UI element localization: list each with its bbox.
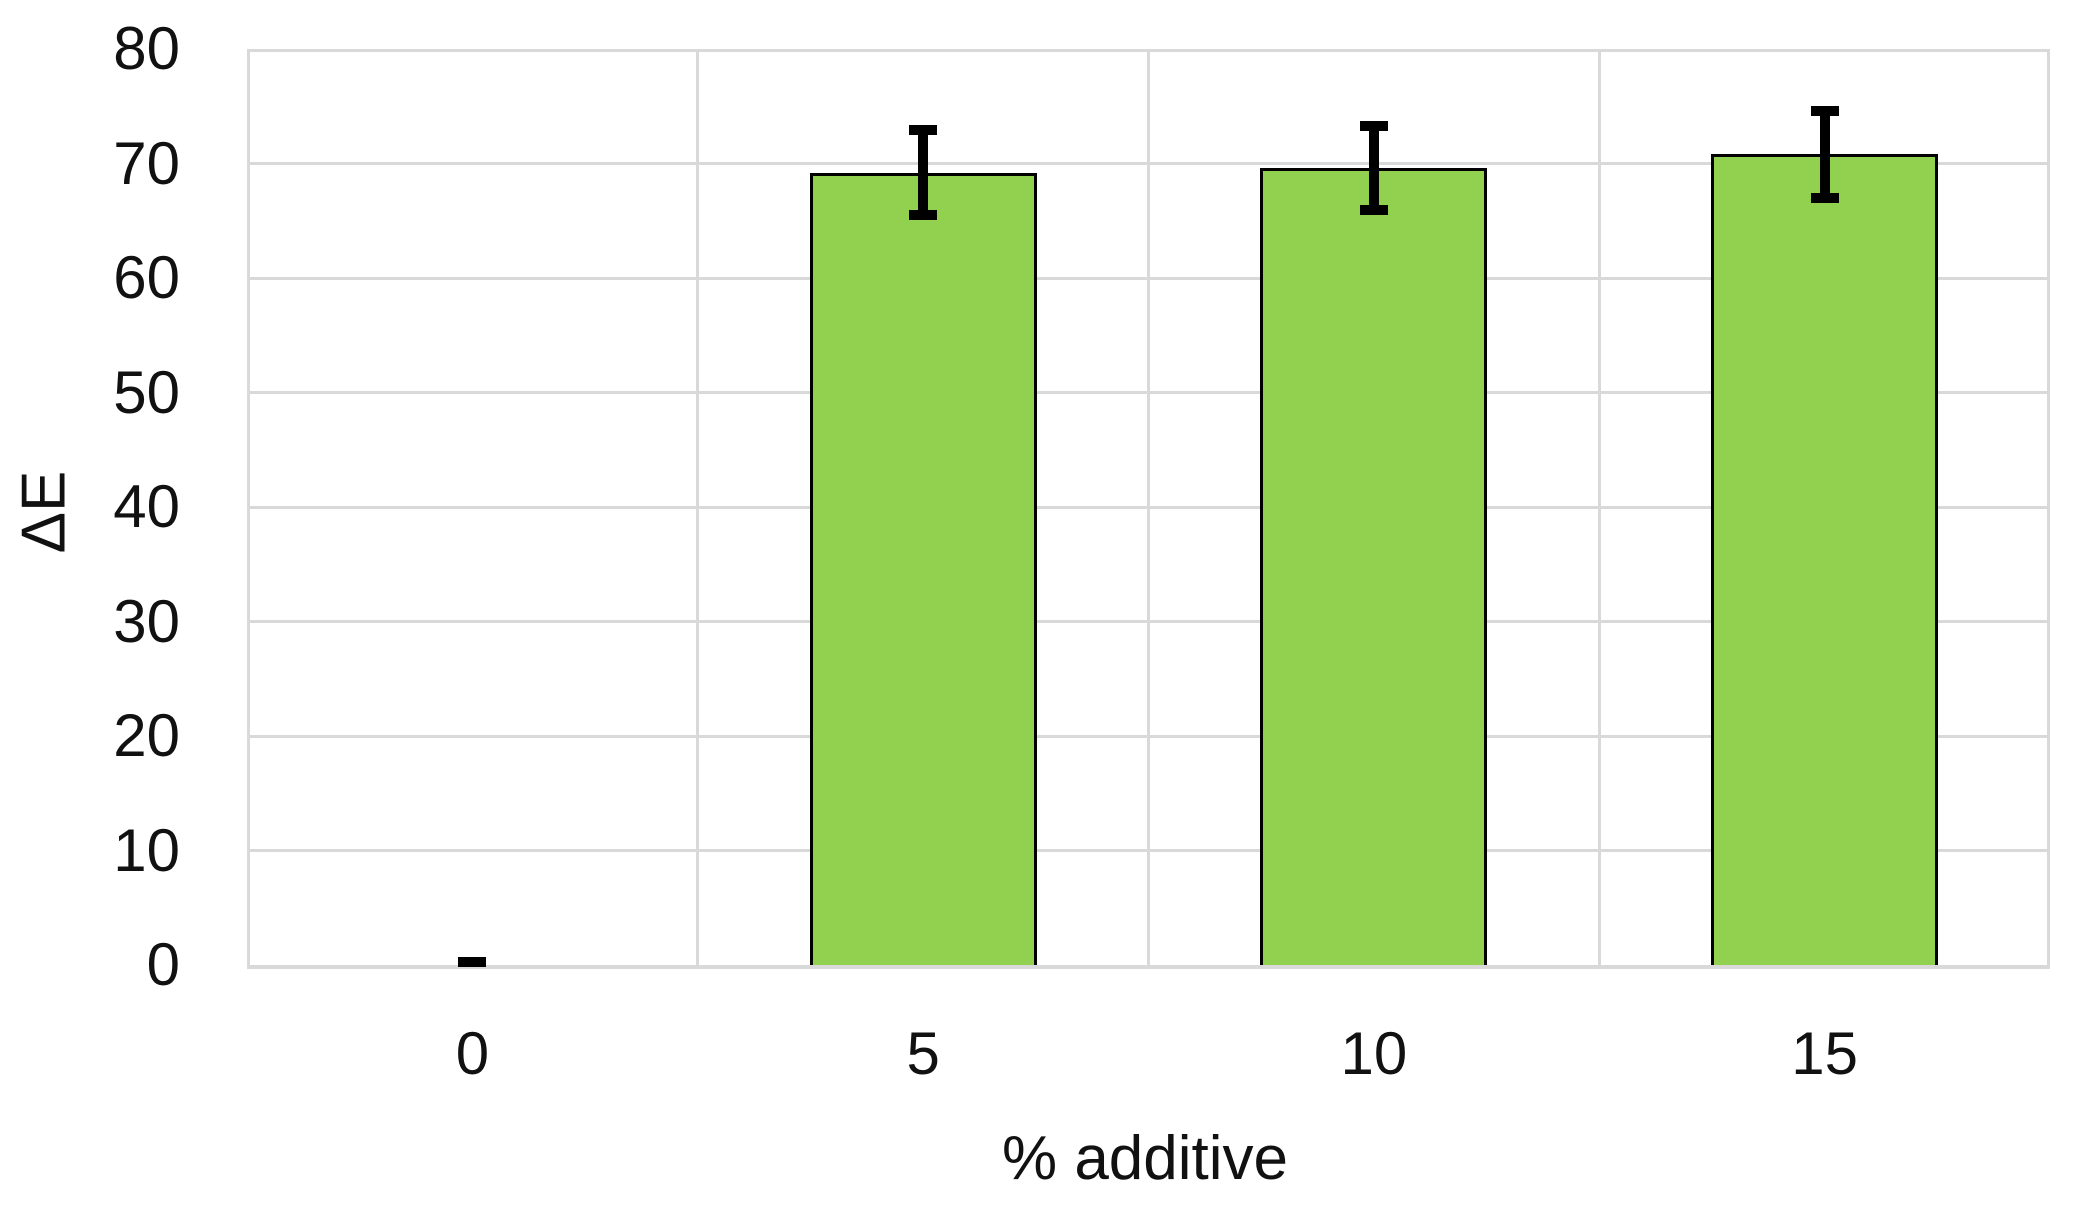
x-axis-title: % additive (1001, 1124, 1289, 1193)
x-tick-label-5: 5 (906, 1020, 940, 1087)
error-bar-cap-bottom-15 (1810, 192, 1839, 203)
y-tick-label-0: 0 (146, 931, 180, 998)
error-bar-stem-15 (1819, 110, 1830, 198)
error-bar-cap-bottom-0 (458, 956, 487, 967)
error-bar-stem-5 (918, 130, 929, 215)
gridline-v-1 (696, 49, 700, 965)
y-tick-label-70: 70 (113, 129, 180, 197)
y-tick-label-10: 10 (113, 816, 180, 884)
error-bar-cap-top-15 (1810, 105, 1839, 116)
y-tick-label-80: 80 (113, 15, 180, 82)
y-tick-label-30: 30 (113, 587, 180, 655)
error-bar-stem-10 (1368, 125, 1379, 211)
bar-15 (1711, 154, 1939, 965)
y-axis-title: ΔE (9, 470, 79, 554)
bar-10 (1260, 168, 1488, 965)
error-bar-cap-top-10 (1359, 120, 1388, 131)
y-tick-label-60: 60 (113, 244, 180, 311)
gridline-v-2 (1147, 49, 1150, 965)
error-bar-cap-top-5 (909, 125, 938, 136)
y-tick-label-50: 50 (113, 358, 180, 426)
error-bar-cap-bottom-10 (1359, 205, 1388, 216)
gridline-v-3 (1597, 49, 1601, 965)
y-tick-label-20: 20 (113, 702, 180, 769)
x-tick-label-15: 15 (1791, 1020, 1858, 1087)
y-tick-label-40: 40 (113, 473, 180, 540)
error-bar-cap-bottom-5 (909, 210, 938, 221)
x-tick-label-0: 0 (455, 1020, 490, 1087)
bar-5 (809, 172, 1037, 965)
x-tick-label-10: 10 (1340, 1020, 1408, 1087)
